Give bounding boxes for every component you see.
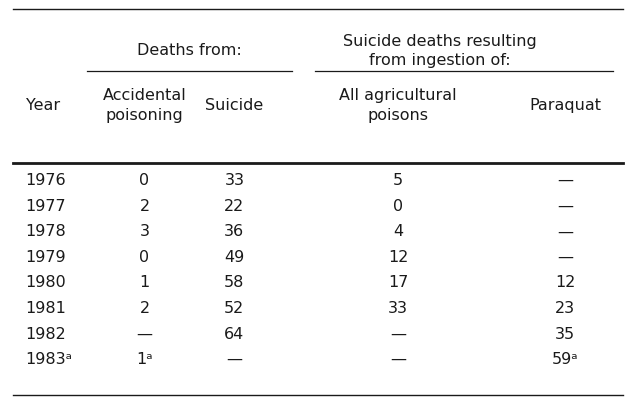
Text: 33: 33 <box>388 301 408 315</box>
Text: 2: 2 <box>139 198 150 213</box>
Text: 17: 17 <box>388 275 408 290</box>
Text: All agricultural
poisons: All agricultural poisons <box>339 88 457 122</box>
Text: —: — <box>557 249 573 264</box>
Text: 1976: 1976 <box>26 173 66 188</box>
Text: Year: Year <box>26 98 60 113</box>
Text: 1979: 1979 <box>26 249 66 264</box>
Text: 12: 12 <box>388 249 408 264</box>
Text: 1980: 1980 <box>26 275 66 290</box>
Text: 1: 1 <box>139 275 150 290</box>
Text: 4: 4 <box>393 224 403 239</box>
Text: —: — <box>557 173 573 188</box>
Text: —: — <box>557 224 573 239</box>
Text: —: — <box>557 198 573 213</box>
Text: 1983ᵃ: 1983ᵃ <box>26 352 73 366</box>
Text: Suicide deaths resulting
from ingestion of:: Suicide deaths resulting from ingestion … <box>343 34 537 68</box>
Text: 52: 52 <box>224 301 245 315</box>
Text: 58: 58 <box>224 275 245 290</box>
Text: —: — <box>390 352 406 366</box>
Text: 59ᵃ: 59ᵃ <box>551 352 578 366</box>
Text: 2: 2 <box>139 301 150 315</box>
Text: —: — <box>390 326 406 341</box>
Text: Deaths from:: Deaths from: <box>137 43 242 58</box>
Text: 1ᵃ: 1ᵃ <box>136 352 153 366</box>
Text: 5: 5 <box>393 173 403 188</box>
Text: 36: 36 <box>224 224 245 239</box>
Text: 1978: 1978 <box>26 224 66 239</box>
Text: 0: 0 <box>139 173 150 188</box>
Text: 3: 3 <box>139 224 150 239</box>
Text: 0: 0 <box>393 198 403 213</box>
Text: 0: 0 <box>139 249 150 264</box>
Text: 33: 33 <box>224 173 245 188</box>
Text: 1981: 1981 <box>26 301 67 315</box>
Text: —: — <box>227 352 242 366</box>
Text: 64: 64 <box>224 326 245 341</box>
Text: Paraquat: Paraquat <box>529 98 601 113</box>
Text: 12: 12 <box>555 275 575 290</box>
Text: 1982: 1982 <box>26 326 66 341</box>
Text: Suicide: Suicide <box>205 98 263 113</box>
Text: 22: 22 <box>224 198 245 213</box>
Text: 23: 23 <box>555 301 575 315</box>
Text: 49: 49 <box>224 249 245 264</box>
Text: Accidental
poisoning: Accidental poisoning <box>103 88 186 122</box>
Text: 1977: 1977 <box>26 198 66 213</box>
Text: —: — <box>137 326 152 341</box>
Text: 35: 35 <box>555 326 575 341</box>
